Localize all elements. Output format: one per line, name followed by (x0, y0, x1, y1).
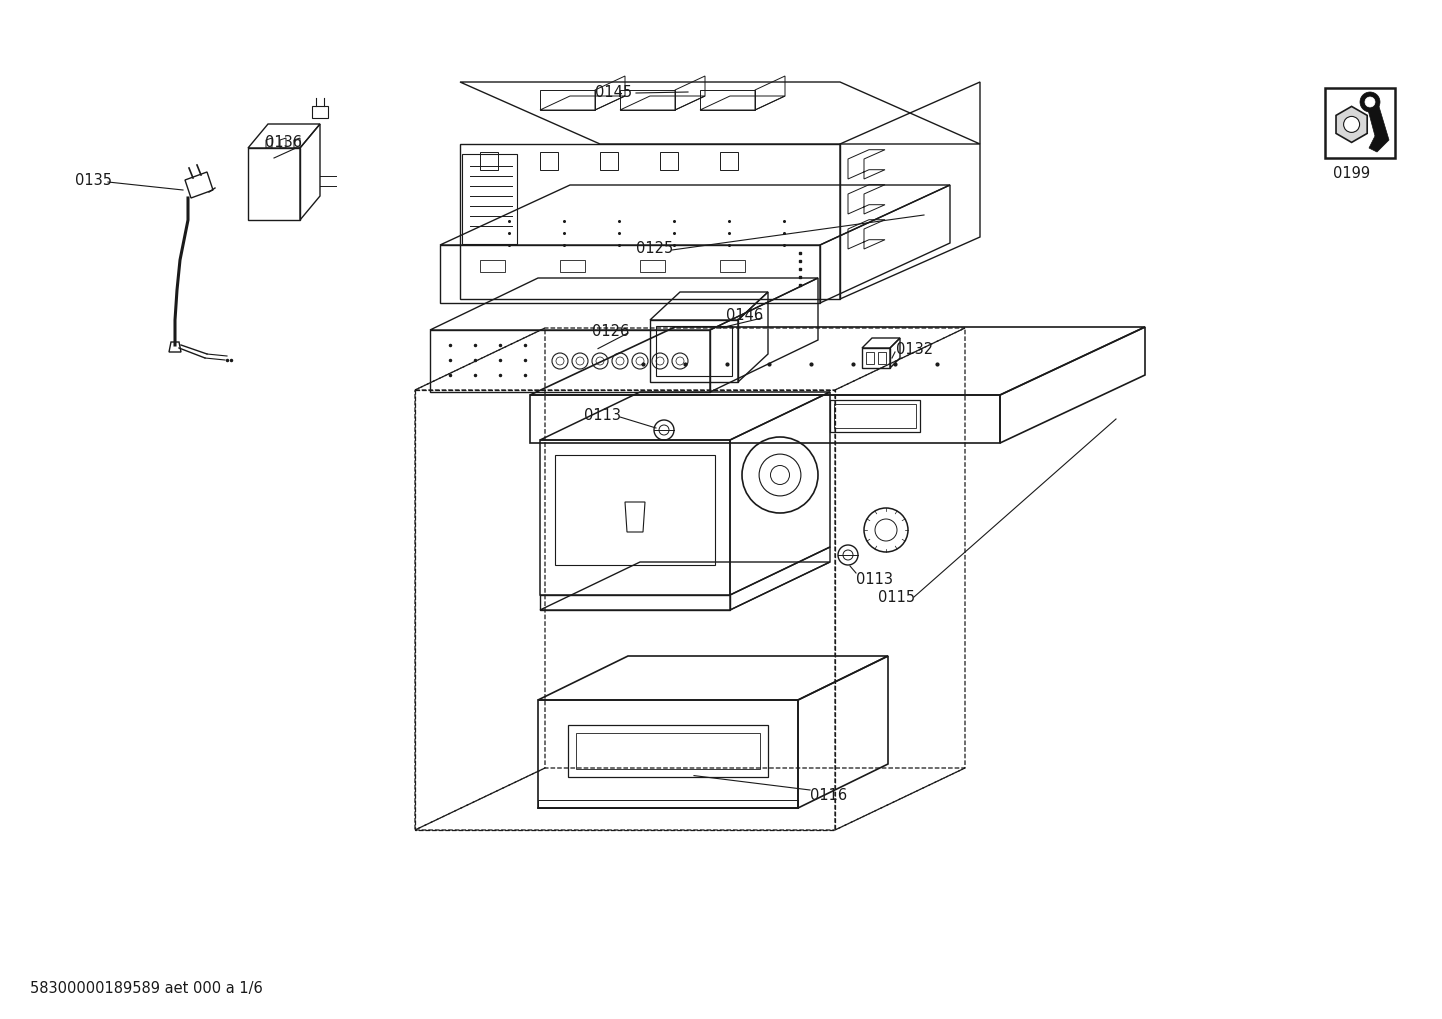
Circle shape (1360, 92, 1380, 112)
Text: 0116: 0116 (810, 788, 846, 803)
Text: 0115: 0115 (878, 590, 916, 605)
Text: 0136: 0136 (265, 135, 301, 150)
Circle shape (1366, 97, 1376, 107)
Text: 0126: 0126 (593, 324, 629, 339)
Bar (1325, 88, 1394, 158)
Text: 0135: 0135 (75, 172, 112, 187)
Circle shape (1344, 116, 1360, 132)
Text: 0132: 0132 (895, 342, 933, 358)
Text: 0113: 0113 (584, 408, 622, 423)
Text: 58300000189589 aet 000 a 1/6: 58300000189589 aet 000 a 1/6 (30, 980, 262, 996)
Text: 0113: 0113 (857, 573, 893, 588)
Polygon shape (1363, 100, 1389, 152)
Text: 0199: 0199 (1334, 165, 1370, 180)
Polygon shape (1335, 106, 1367, 143)
Text: 0146: 0146 (725, 309, 763, 323)
Text: 0145: 0145 (596, 85, 632, 100)
Text: 0125: 0125 (636, 240, 673, 256)
